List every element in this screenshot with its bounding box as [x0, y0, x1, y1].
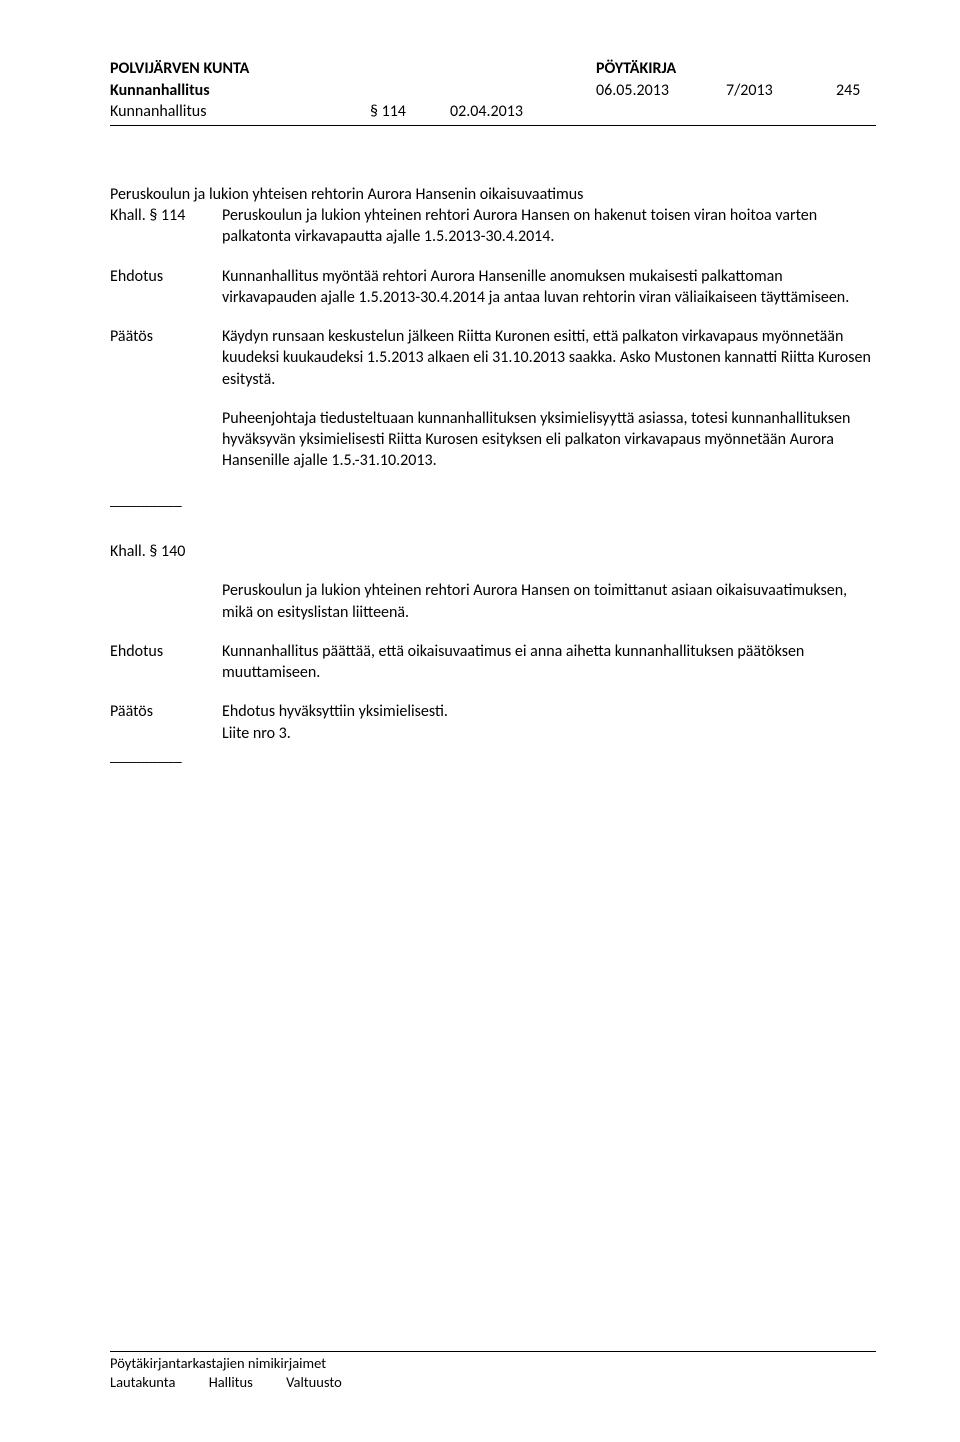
paragraph-1: Khall. § 114 Peruskoulun ja lukion yhtei… — [110, 205, 876, 248]
p6-text: Ehdotus hyväksyttiin yksimielisesti. Lii… — [222, 701, 876, 744]
content-block: Peruskoulun ja lukion yhteisen rehtorin … — [110, 184, 876, 767]
section2-label: Khall. § 140 — [110, 541, 185, 562]
paragraph-3: Päätös Käydyn runsaan keskustelun jälkee… — [110, 326, 876, 390]
p1-text: Peruskoulun ja lukion yhteinen rehtori A… — [222, 205, 876, 248]
page-number: 245 — [816, 80, 876, 102]
p5-label: Ehdotus — [110, 641, 222, 684]
prev-committee: Kunnanhallitus — [110, 101, 370, 123]
paragraph-6: Päätös Ehdotus hyväksyttiin yksimielises… — [110, 701, 876, 744]
footer-columns: Lautakunta Hallitus Valtuusto — [110, 1373, 876, 1392]
header-divider — [110, 125, 876, 126]
section-2-heading: Khall. § 140 — [110, 541, 876, 562]
prev-section: § 114 — [370, 101, 450, 123]
p5-text: Kunnanhallitus päättää, että oikaisuvaat… — [222, 641, 876, 684]
paragraph-2: Ehdotus Kunnanhallitus myöntää rehtori A… — [110, 266, 876, 309]
header-block: POLVIJÄRVEN KUNTA PÖYTÄKIRJA Kunnanhalli… — [110, 58, 876, 126]
p2-text: Kunnanhallitus myöntää rehtori Aurora Ha… — [222, 266, 876, 309]
prev-date: 02.04.2013 — [450, 101, 570, 123]
p1-label: Khall. § 114 — [110, 205, 222, 248]
p6-label: Päätös — [110, 701, 222, 744]
doc-number: 7/2013 — [726, 80, 816, 102]
footer-col2: Hallitus — [209, 1373, 253, 1391]
footer-block: Pöytäkirjantarkastajien nimikirjaimet La… — [110, 1351, 876, 1392]
org-name: POLVIJÄRVEN KUNTA — [110, 58, 370, 80]
footer-col3: Valtuusto — [286, 1373, 342, 1391]
paragraph-3b: Puheenjohtaja tiedusteltuaan kunnanhalli… — [110, 408, 876, 472]
separator-underscore-1: _________ — [110, 490, 876, 511]
p4-text: Peruskoulun ja lukion yhteinen rehtori A… — [222, 580, 876, 623]
p3b-text: Puheenjohtaja tiedusteltuaan kunnanhalli… — [222, 408, 876, 472]
p2-label: Ehdotus — [110, 266, 222, 309]
footer-col1: Lautakunta — [110, 1373, 175, 1391]
page-container: POLVIJÄRVEN KUNTA PÖYTÄKIRJA Kunnanhalli… — [0, 0, 960, 827]
document-title: Peruskoulun ja lukion yhteisen rehtorin … — [110, 184, 876, 205]
doc-type: PÖYTÄKIRJA — [596, 58, 726, 80]
footer-line1: Pöytäkirjantarkastajien nimikirjaimet — [110, 1354, 876, 1373]
paragraph-5: Ehdotus Kunnanhallitus päättää, että oik… — [110, 641, 876, 684]
separator-underscore-2: _________ — [110, 746, 876, 767]
p3-label: Päätös — [110, 326, 222, 390]
meeting-date: 06.05.2013 — [596, 80, 726, 102]
footer-divider — [110, 1351, 876, 1352]
paragraph-4: Peruskoulun ja lukion yhteinen rehtori A… — [110, 580, 876, 623]
committee-name: Kunnanhallitus — [110, 80, 370, 102]
p3-text: Käydyn runsaan keskustelun jälkeen Riitt… — [222, 326, 876, 390]
